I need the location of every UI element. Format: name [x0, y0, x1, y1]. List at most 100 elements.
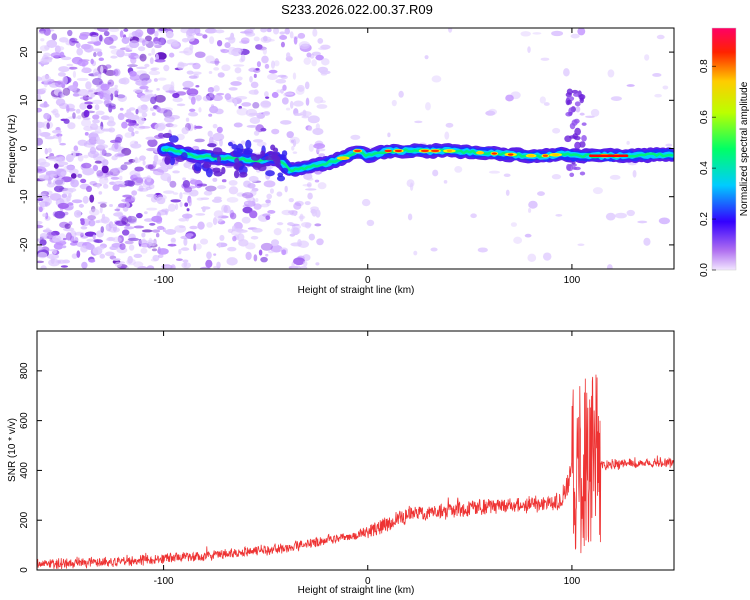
- spectrogram-noise-blob: [470, 213, 477, 219]
- spectrogram-spike-blob: [571, 89, 579, 94]
- spectrogram-noise-blob: [150, 96, 157, 105]
- spectrogram-noise-blob: [183, 47, 194, 56]
- spectrogram-noise-blob: [84, 101, 94, 105]
- spectrogram-noise-blob: [317, 66, 329, 73]
- spectrogram-hotspot: [394, 149, 402, 153]
- spectrogram-noise-blob: [575, 106, 581, 113]
- spectrogram-noise-blob: [175, 203, 179, 210]
- spectrogram-noise-blob: [267, 209, 276, 214]
- spectrogram-noise-blob: [37, 224, 44, 229]
- spectrogram-noise-blob: [221, 179, 227, 183]
- spectrogram-noise-blob: [293, 257, 305, 266]
- spectrogram-noise-blob: [430, 247, 438, 252]
- spectrogram-noise-blob: [195, 213, 206, 216]
- spectrogram-noise-blob: [315, 123, 320, 131]
- spectrogram-noise-blob: [297, 32, 306, 39]
- spectrogram-noise-blob: [304, 201, 311, 206]
- spectrogram-noise-blob: [46, 122, 50, 129]
- spectrogram-noise-blob: [43, 52, 51, 58]
- spectrogram-noise-blob: [130, 174, 138, 181]
- spectrogram-noise-blob: [183, 237, 188, 246]
- spectrogram-noise-blob: [68, 66, 78, 70]
- spectrogram-noise-blob: [270, 60, 275, 69]
- spectrogram-noise-blob: [176, 258, 183, 262]
- spectrogram-noise-blob: [644, 54, 650, 61]
- spectrogram-noise-blob: [91, 131, 101, 134]
- spectrogram-noise-blob: [212, 217, 218, 226]
- spectrogram-noise-blob: [37, 246, 44, 251]
- spectrogram-noise-blob: [64, 223, 71, 229]
- spectrogram-noise-blob: [139, 155, 146, 161]
- spectrogram-noise-blob: [99, 253, 106, 259]
- spectrogram-spike-blob: [565, 111, 573, 117]
- spectrogram-ridge-blob: [276, 175, 286, 182]
- spectrogram-noise-blob: [83, 44, 94, 53]
- spectrogram-noise-blob: [70, 173, 77, 179]
- spectrogram-noise-blob: [528, 200, 538, 209]
- spectrogram-noise-blob: [80, 226, 88, 230]
- spectrogram-noise-blob: [178, 217, 187, 222]
- spectrogram-noise-blob: [626, 84, 635, 87]
- spectrogram-noise-blob: [321, 58, 330, 66]
- spectrogram-noise-blob: [112, 236, 122, 243]
- spectrogram-noise-blob: [293, 202, 302, 210]
- spectrogram-ridge-blob: [216, 155, 222, 163]
- spectrogram-noise-blob: [488, 108, 498, 116]
- spectrogram-ridge-blob: [252, 162, 262, 170]
- spectrogram-noise-blob: [172, 97, 183, 103]
- spectrogram-noise-blob: [252, 197, 256, 206]
- spectrogram-x-label: Height of straight line (km): [298, 285, 415, 296]
- spectrogram-noise-blob: [610, 96, 622, 101]
- spectrogram-noise-blob: [209, 90, 214, 98]
- spectrogram-spike-blob: [566, 88, 573, 95]
- spectrogram-noise-blob: [293, 265, 302, 269]
- spectrogram-noise-blob: [93, 52, 97, 58]
- spectrogram-noise-blob: [53, 185, 65, 193]
- spectrogram-noise-blob: [135, 125, 146, 130]
- colorbar-tick-label: 0.4: [699, 161, 710, 175]
- spectrogram-ridge-blob: [164, 157, 171, 165]
- spectrogram-noise-blob: [155, 233, 160, 238]
- spectrogram-noise-blob: [90, 58, 94, 65]
- spectrogram-noise-blob: [203, 190, 213, 196]
- spectrogram-ridge-blob: [265, 170, 275, 177]
- spectrogram-noise-blob: [165, 90, 177, 93]
- spectrogram-noise-blob: [60, 93, 65, 98]
- spectrogram-hotspot: [430, 149, 440, 153]
- spectrogram-noise-blob: [407, 213, 413, 221]
- snr-y-tick-label: 400: [19, 462, 30, 479]
- spectrogram-noise-blob: [128, 244, 135, 251]
- spectrogram-noise-blob: [245, 251, 252, 261]
- spectrogram-noise-blob: [89, 208, 100, 216]
- spectrogram-noise-blob: [92, 119, 100, 124]
- spectrogram-noise-blob: [214, 58, 220, 66]
- spectrogram-noise-blob: [246, 124, 257, 128]
- spectrogram-noise-blob: [157, 77, 167, 81]
- spectrogram-noise-blob: [488, 170, 501, 174]
- spectrogram-noise-blob: [286, 227, 291, 232]
- spectrogram-noise-blob: [151, 229, 161, 233]
- spectrogram-noise-blob: [81, 67, 92, 74]
- spectrogram-noise-blob: [142, 238, 146, 243]
- spectrogram-noise-blob: [65, 232, 72, 241]
- spectrogram-noise-blob: [317, 182, 327, 190]
- spectrogram-noise-blob: [298, 240, 310, 248]
- spectrogram-noise-blob: [265, 96, 270, 99]
- spectrogram-noise-blob: [262, 48, 267, 55]
- spectrogram-spike-blob: [574, 101, 581, 107]
- spectrogram-noise-blob: [195, 33, 204, 37]
- spectrogram-noise-blob: [71, 253, 78, 259]
- spectrogram-noise-blob: [281, 249, 287, 256]
- spectrogram-noise-blob: [92, 77, 103, 86]
- spectrogram-noise-blob: [167, 243, 177, 247]
- spectrogram-noise-blob: [148, 183, 155, 190]
- spectrogram-noise-blob: [265, 199, 271, 204]
- spectrogram-noise-blob: [167, 203, 176, 212]
- spectrogram-noise-blob: [279, 35, 288, 41]
- spectrogram-noise-blob: [114, 261, 123, 267]
- spectrogram-noise-blob: [212, 265, 221, 269]
- spectrogram-noise-blob: [82, 195, 89, 204]
- spectrogram-ridge: [162, 147, 674, 173]
- spectrogram-noise-blob: [105, 251, 115, 257]
